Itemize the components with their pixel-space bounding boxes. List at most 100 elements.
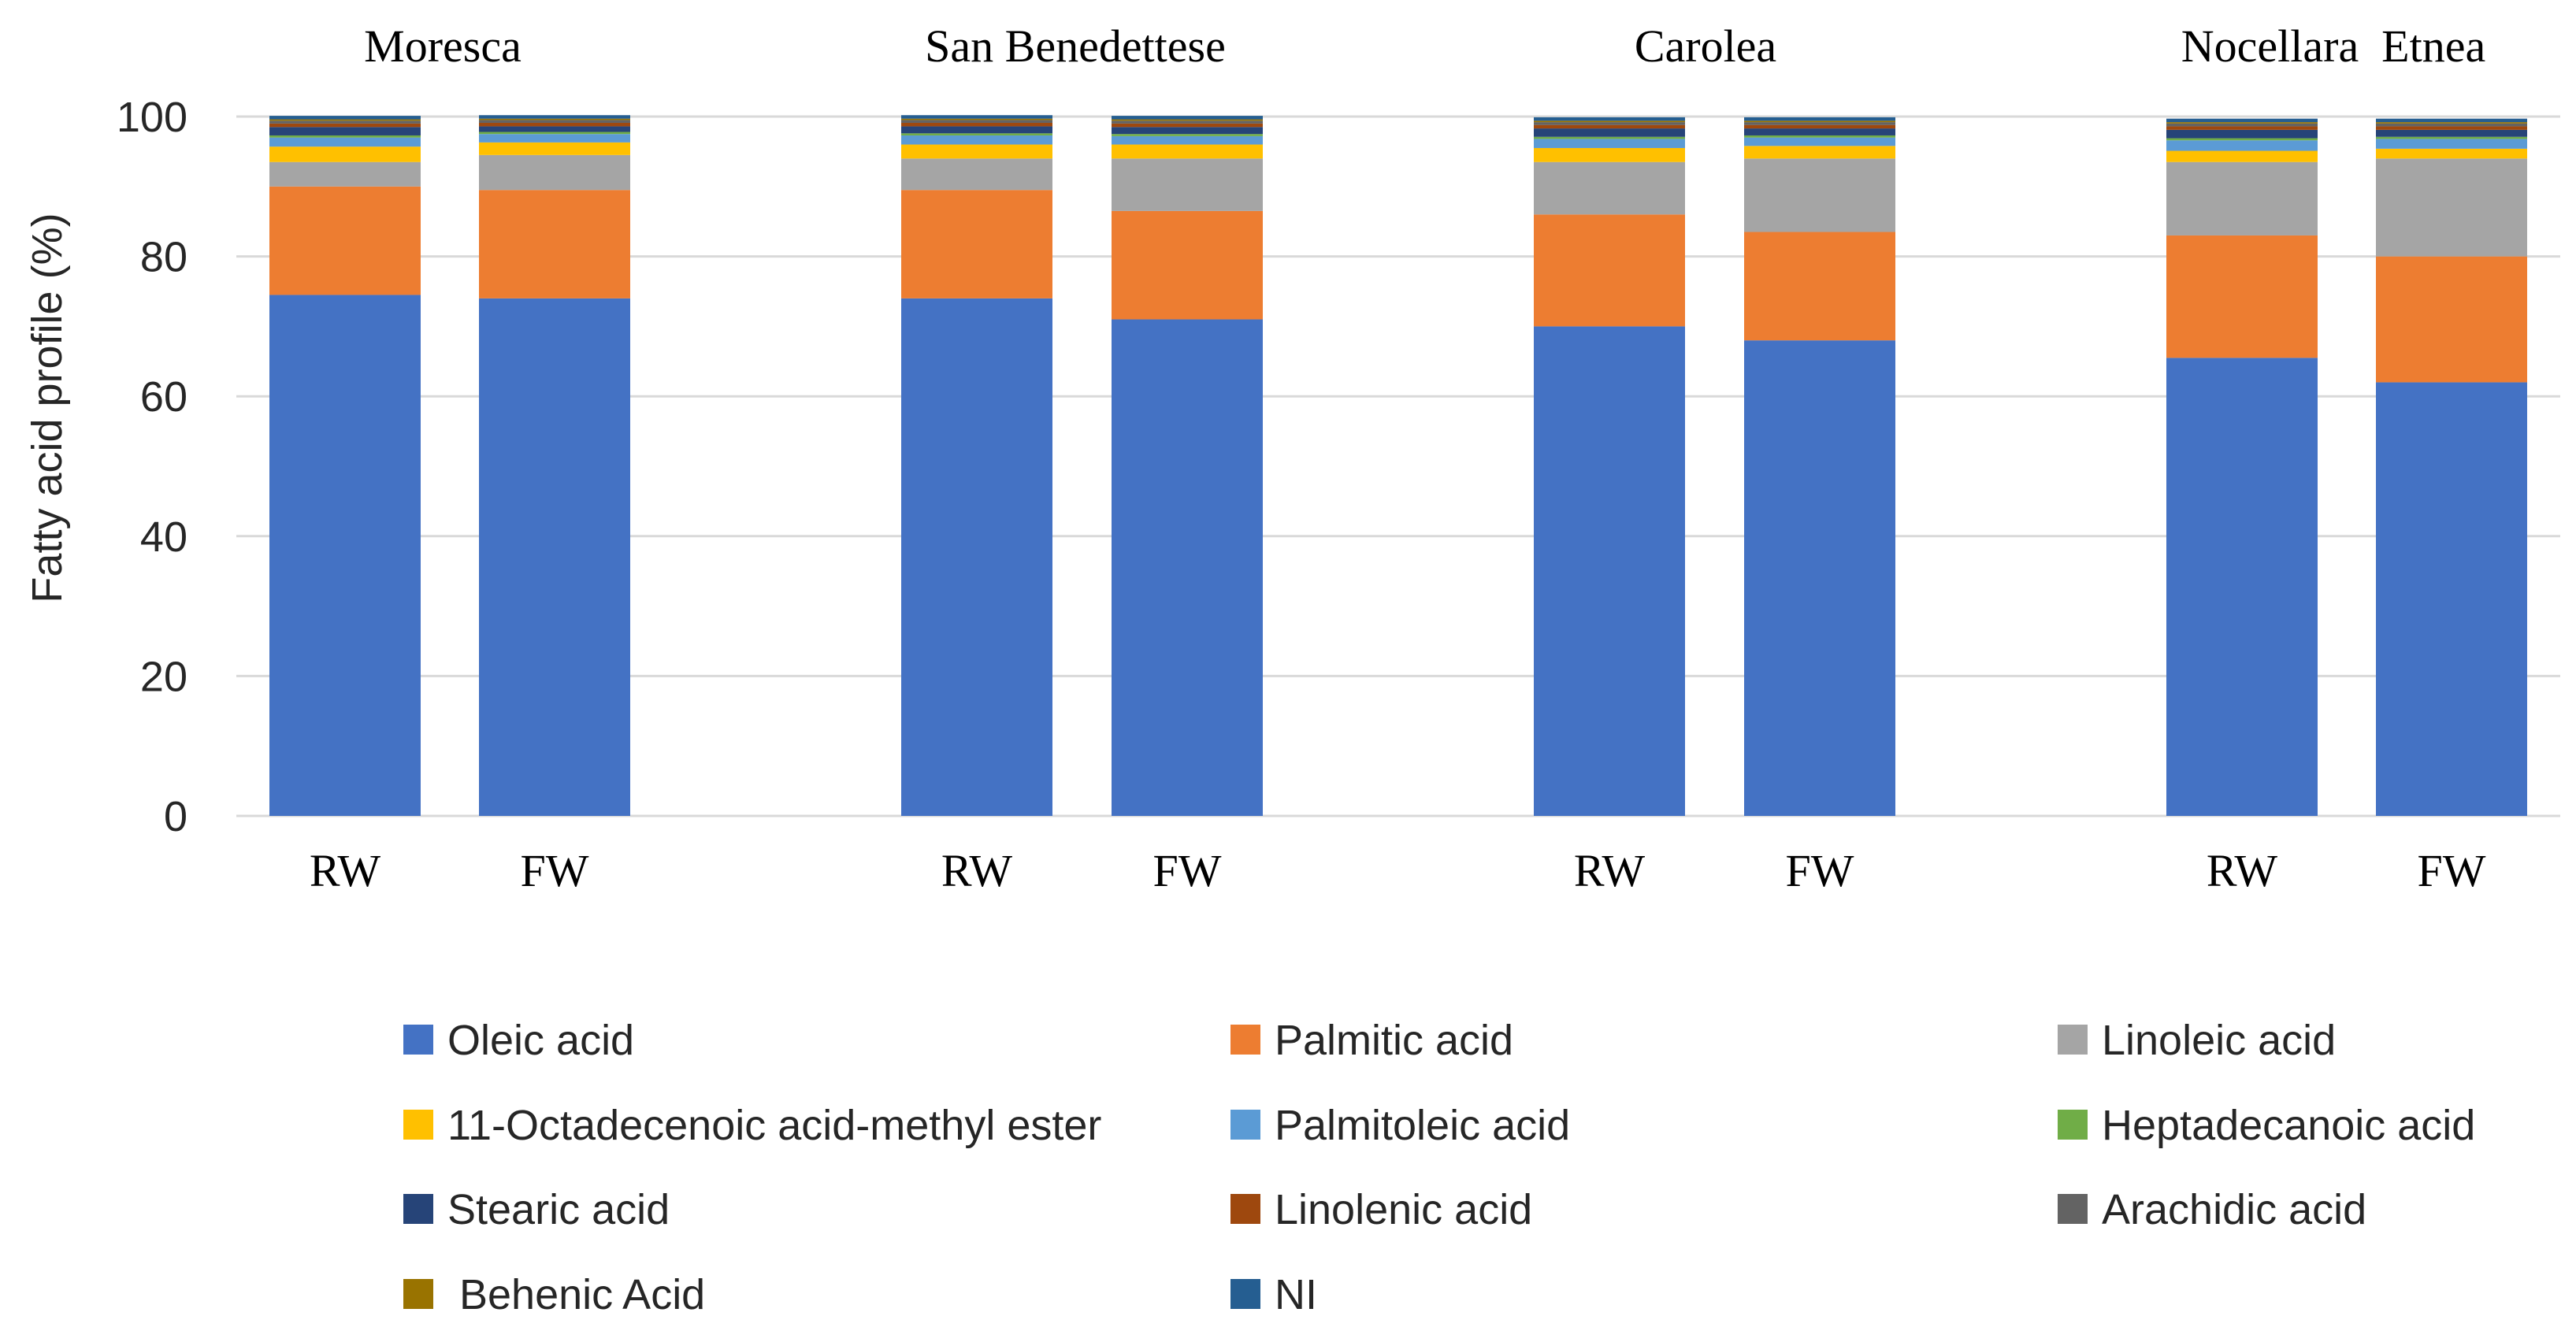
legend-swatch (1230, 1110, 1260, 1140)
legend-swatch (1230, 1279, 1260, 1309)
x-tick-label: RW (310, 845, 380, 896)
bar-segment (1744, 128, 1895, 135)
bar-segment (1744, 122, 1895, 125)
bar-segment (901, 126, 1052, 134)
bar-segment (2166, 358, 2318, 816)
legend-swatch (2058, 1025, 2088, 1055)
bar-segment (1534, 147, 1685, 162)
bar-segment (479, 142, 630, 155)
bar-segment (1534, 120, 1685, 123)
bar-segment (2166, 140, 2318, 151)
bar-segment (2376, 122, 2527, 124)
legend-label: Oleic acid (447, 1017, 634, 1064)
bar-segment (479, 190, 630, 298)
bar-segment (901, 133, 1052, 135)
legend-swatch (2058, 1110, 2088, 1140)
bar-segment (1534, 136, 1685, 139)
y-tick-label: 0 (164, 793, 187, 840)
legend-item: Heptadecanoic acid (2058, 1102, 2475, 1149)
bar-segment (901, 135, 1052, 145)
bar-segment (2376, 158, 2527, 257)
bar-segment (479, 115, 630, 119)
bar-segment (2166, 123, 2318, 127)
bar-segment (1744, 158, 1895, 232)
y-tick-label: 60 (140, 373, 187, 421)
bar-segment (2166, 118, 2318, 123)
group-labels: Moresca San Benedettese Carolea Nocellara E… (364, 20, 2485, 72)
bar-segment (1744, 232, 1895, 341)
legend-label: Stearic acid (447, 1186, 670, 1233)
bar-segment (479, 134, 630, 143)
group-label: Nocellara Etnea (2181, 20, 2485, 72)
bar-segment (1112, 127, 1263, 135)
x-tick-label: RW (941, 845, 1012, 896)
bar-segment (479, 154, 630, 191)
legend-label: Palmitic acid (1275, 1017, 1513, 1064)
bar-segment (1744, 340, 1895, 816)
bar-segment (479, 126, 630, 132)
bar-segment (901, 144, 1052, 159)
bar-segment (1112, 116, 1263, 120)
bar-segment (1112, 120, 1263, 124)
bar-segment (479, 132, 630, 135)
bar-segment (2376, 139, 2527, 149)
legend-label: NI (1275, 1271, 1317, 1318)
bar-segment (269, 186, 421, 295)
legend-label: Arachidic acid (2102, 1186, 2366, 1233)
bar-segment (1534, 139, 1685, 148)
bar-segment (2376, 123, 2527, 127)
legend-item: Stearic acid (403, 1186, 670, 1233)
x-tick-label: FW (1153, 845, 1222, 896)
bar-segment (479, 122, 630, 127)
bar-segment (2166, 138, 2318, 141)
bar-segment (1534, 128, 1685, 137)
bar-segment (269, 146, 421, 162)
bar-segment (1534, 214, 1685, 327)
x-tick-label: FW (2418, 845, 2486, 896)
bar-segment (1112, 135, 1263, 145)
legend-swatch (1230, 1194, 1260, 1224)
y-axis-title: Fatty acid profile (%) (24, 213, 71, 602)
bar-segment (1112, 134, 1263, 136)
bar-segment (269, 120, 421, 124)
bar-segment (2166, 126, 2318, 130)
bar-segment (2376, 256, 2527, 383)
bar-segment (269, 127, 421, 135)
bar-segment (1112, 144, 1263, 159)
bar-segment (1744, 120, 1895, 123)
bar-segment (1534, 161, 1685, 215)
group-label: Carolea (1635, 20, 1776, 72)
y-axis-ticks: 0 20 40 60 80 100 (117, 94, 187, 840)
bar-segment (1112, 119, 1263, 121)
legend-label: 11-Octadecenoic acid-methyl ester (447, 1102, 1101, 1149)
group-label: San Benedettese (925, 20, 1226, 72)
bar-segment (901, 190, 1052, 298)
bar-segment (2166, 161, 2318, 235)
bar-segment (479, 120, 630, 123)
bar-segment (1744, 146, 1895, 159)
bar-segment (269, 137, 421, 147)
bar-segment (269, 295, 421, 816)
bar-segment (269, 161, 421, 187)
legend-label: Heptadecanoic acid (2102, 1102, 2475, 1149)
legend-item: Palmitoleic acid (1230, 1102, 1570, 1149)
x-tick-label: RW (1574, 845, 1645, 896)
bar-segment (2376, 382, 2527, 816)
legend-label: Linoleic acid (2102, 1017, 2336, 1064)
bar-segment (1744, 135, 1895, 138)
y-tick-label: 100 (117, 94, 187, 141)
bar-segment (901, 120, 1052, 123)
y-tick-label: 40 (140, 513, 187, 561)
bar-segment (269, 135, 421, 138)
legend-item: Palmitic acid (1230, 1017, 1513, 1064)
legend-swatch (2058, 1194, 2088, 1224)
bar-segment (901, 115, 1052, 119)
bar-segment (2376, 129, 2527, 137)
bar-segment (901, 118, 1052, 120)
group-label: Moresca (364, 20, 522, 72)
legend-item: Behenic Acid (403, 1271, 705, 1318)
legend-item: Oleic acid (403, 1017, 634, 1064)
bar-segment (269, 123, 421, 128)
bar-segment (2166, 122, 2318, 124)
